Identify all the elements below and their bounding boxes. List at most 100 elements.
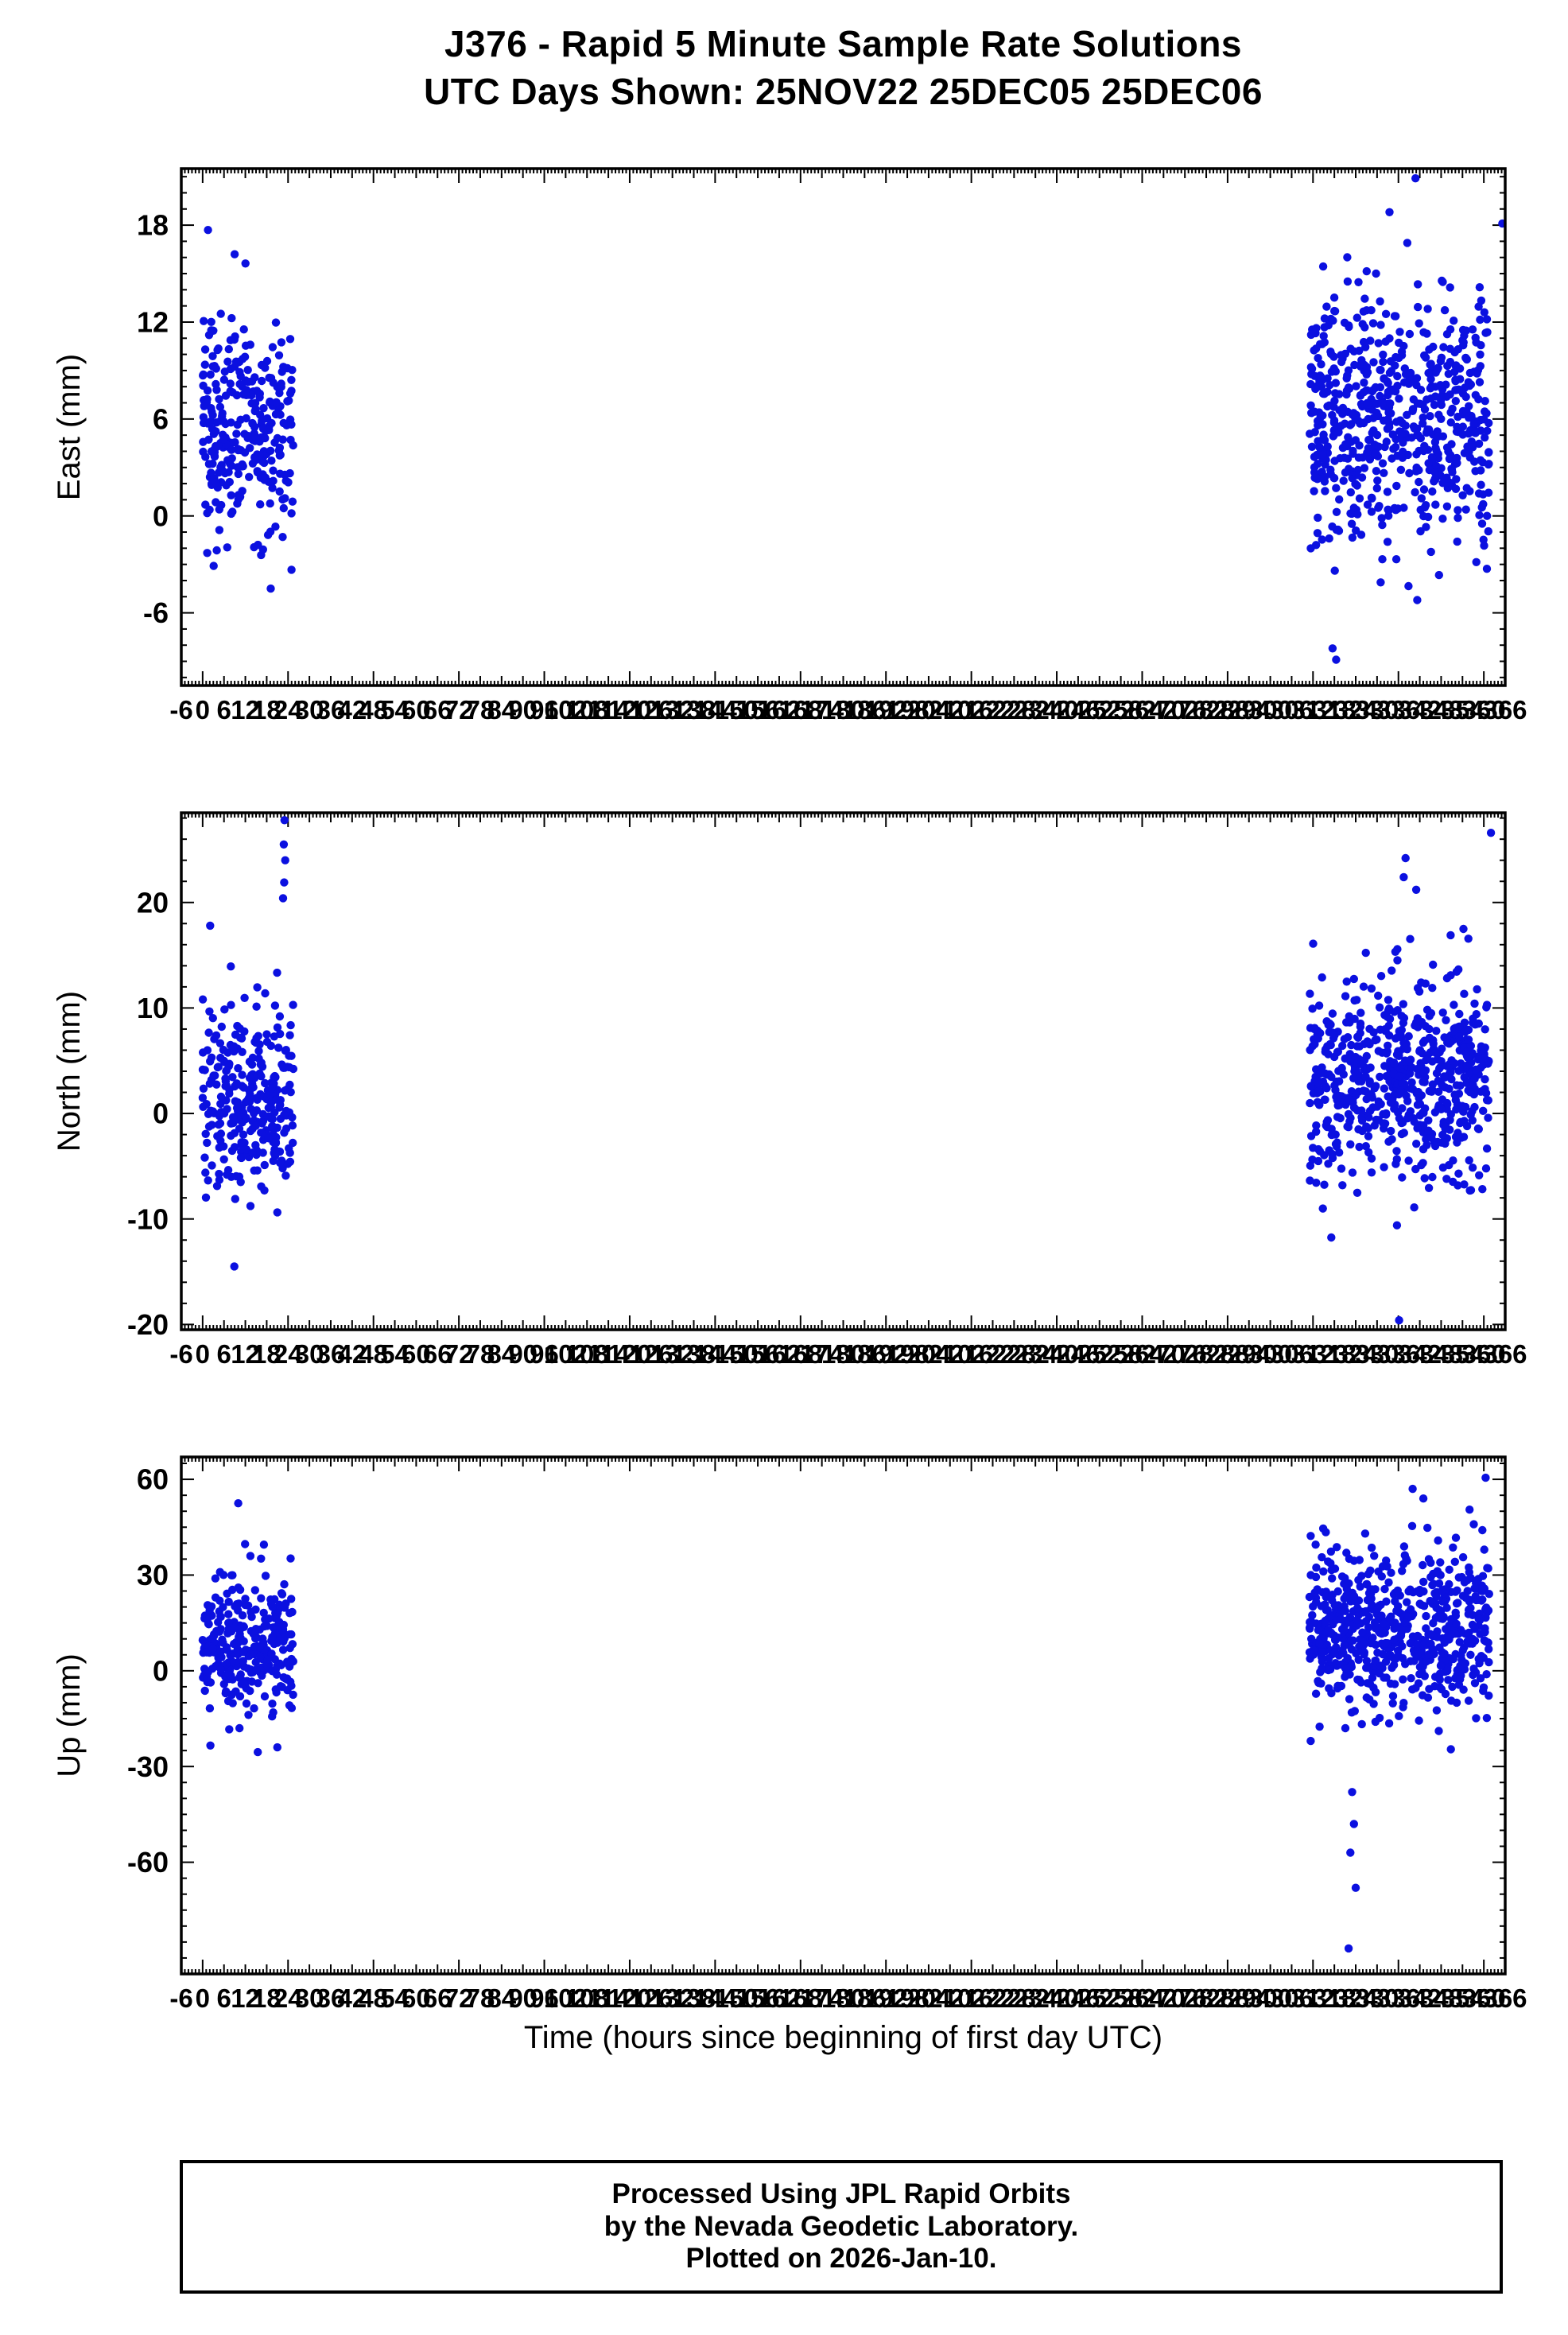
x-tick-label: 222	[971, 695, 1015, 725]
scatter-point	[1384, 415, 1392, 424]
scatter-point	[283, 397, 292, 406]
scatter-point	[281, 494, 289, 503]
x-tick-label: 204	[906, 695, 951, 725]
scatter-point	[217, 1022, 226, 1032]
scatter-point	[278, 533, 287, 542]
scatter-point	[1367, 507, 1376, 516]
scatter-point	[1333, 1681, 1342, 1690]
scatter-point	[1419, 485, 1429, 494]
scatter-point	[242, 390, 250, 399]
x-tick-label: 264	[1120, 1339, 1165, 1369]
scatter-point	[247, 1677, 256, 1686]
x-tick-label: 300	[1248, 695, 1292, 725]
scatter-point	[1363, 500, 1372, 509]
scatter-point	[1328, 410, 1337, 420]
scatter-point	[1352, 382, 1360, 390]
scatter-point-outlier	[1403, 239, 1412, 247]
scatter-point	[1445, 454, 1454, 464]
scatter-point	[287, 509, 296, 518]
scatter-point	[1340, 1641, 1349, 1650]
scatter-point	[231, 438, 239, 447]
x-tick-label: 24	[274, 1339, 303, 1369]
scatter-point	[248, 418, 257, 428]
scatter-point	[1326, 1547, 1336, 1556]
panel-east: -6 0 6 121824303642485460667278849096102108…	[52, 167, 1527, 725]
x-ticks-up	[180, 1457, 1506, 1974]
scatter-point	[1353, 1188, 1362, 1198]
scatter-point	[1359, 1086, 1368, 1095]
scatter-point	[227, 1119, 235, 1128]
scatter-point	[1326, 465, 1335, 474]
x-tick-label: 366	[1483, 695, 1527, 725]
x-tick-label: 78	[466, 1983, 495, 2013]
scatter-point	[227, 313, 236, 323]
x-tick-label: 210	[928, 1983, 972, 2013]
scatter-point	[1445, 1634, 1454, 1643]
scatter-point	[1349, 1591, 1359, 1601]
scatter-point	[1399, 1542, 1409, 1551]
x-tick-label: 198	[886, 1983, 930, 2013]
scatter-point	[216, 1092, 226, 1101]
scatter-point	[1331, 379, 1341, 387]
scatter-point	[1419, 1560, 1427, 1570]
scatter-point	[286, 435, 295, 445]
scatter-point	[1470, 1679, 1480, 1688]
scatter-point	[1391, 947, 1400, 957]
scatter-point	[1478, 1595, 1487, 1604]
scatter-point	[1306, 1098, 1314, 1108]
scatter-point	[274, 446, 283, 455]
scatter-point	[1430, 477, 1438, 486]
scatter-point	[1310, 1588, 1319, 1597]
scatter-point	[271, 410, 281, 419]
scatter-point	[257, 1594, 266, 1603]
scatter-point	[1451, 377, 1460, 386]
x-tick-label: 234	[1014, 1983, 1058, 2013]
y-tick-labels-north: -20 -10 0 10 20	[127, 886, 169, 1341]
footer-line-1: Processed Using JPL Rapid Orbits	[611, 2178, 1071, 2209]
scatter-point	[203, 1676, 212, 1684]
scatter-point	[1438, 278, 1447, 286]
scatter-point	[1365, 435, 1375, 445]
x-tick-label: 246	[1056, 1983, 1100, 2013]
scatter-point	[265, 1614, 274, 1623]
x-tick-label: 264	[1120, 1983, 1165, 2013]
scatter-point	[1357, 1572, 1366, 1580]
scatter-point	[203, 549, 212, 558]
scatter-point	[1310, 487, 1318, 495]
scatter-point	[1421, 979, 1430, 988]
scatter-point	[1322, 1084, 1331, 1093]
scatter-point	[1315, 1101, 1324, 1109]
scatter-point	[1381, 1638, 1390, 1648]
scatter-point	[225, 1725, 234, 1734]
scatter-point	[1415, 477, 1423, 487]
scatter-point	[1330, 457, 1339, 465]
scatter-point	[1442, 1175, 1451, 1183]
scatter-point	[1306, 1618, 1314, 1626]
scatter-point	[223, 1696, 233, 1706]
scatter-point	[285, 1701, 294, 1710]
scatter-point	[219, 1056, 228, 1066]
scatter-point	[199, 413, 208, 422]
scatter-point	[219, 435, 228, 444]
scatter-point	[239, 1676, 247, 1685]
scatter-point	[1378, 555, 1387, 564]
scatter-point	[228, 1113, 238, 1121]
scatter-point	[1400, 1618, 1410, 1627]
scatter-point	[216, 1612, 225, 1621]
scatter-point	[1405, 329, 1415, 339]
scatter-point	[259, 1608, 268, 1618]
scatter-point	[1419, 446, 1428, 456]
scatter-point	[248, 1053, 258, 1063]
scatter-point	[1454, 1132, 1463, 1140]
x-tick-label: 54	[380, 1339, 409, 1369]
scatter-point	[258, 376, 266, 386]
x-tick-label: 240	[1035, 695, 1079, 725]
scatter-point	[1432, 1706, 1442, 1715]
scatter-point	[214, 1120, 223, 1129]
scatter-point	[231, 1143, 239, 1152]
scatter-point	[1314, 1156, 1323, 1166]
scatter-point	[287, 565, 296, 574]
scatter-point	[1367, 1543, 1376, 1552]
scatter-point	[199, 418, 208, 428]
scatter-point	[269, 379, 278, 387]
